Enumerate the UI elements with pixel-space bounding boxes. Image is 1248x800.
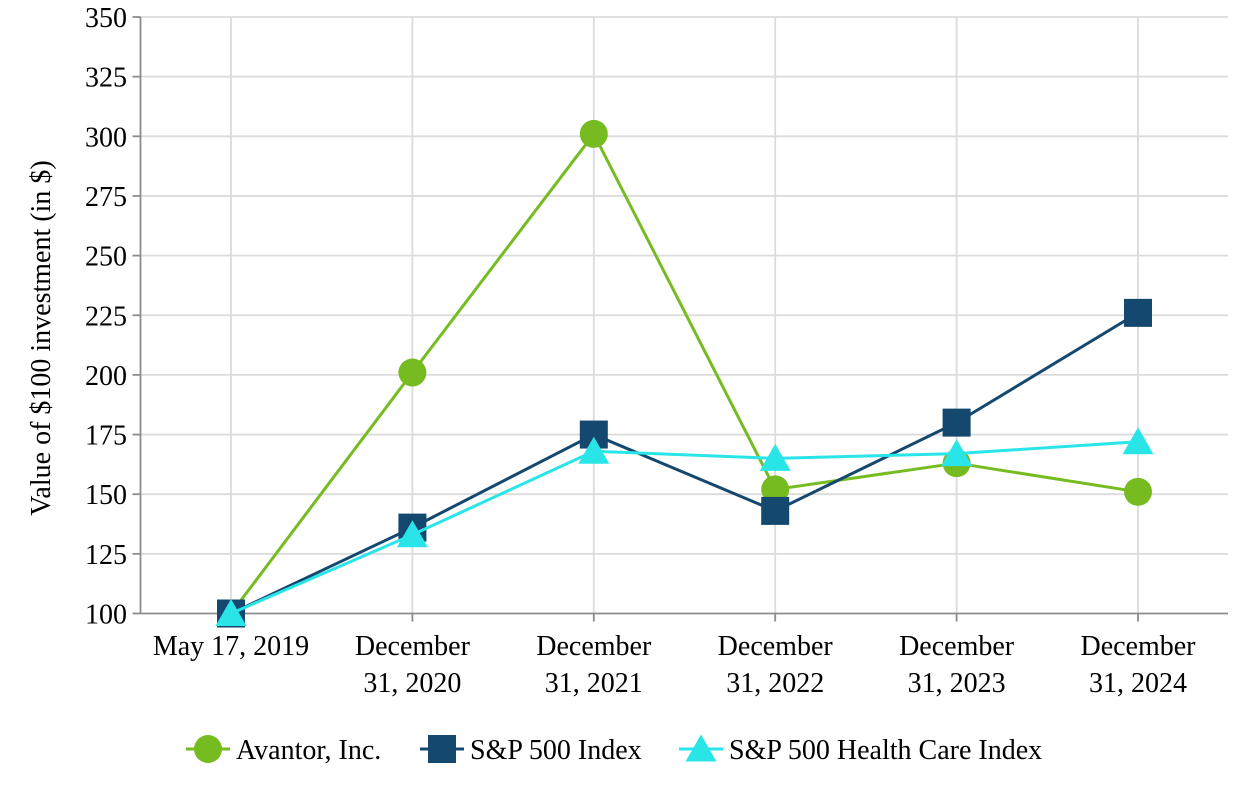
legend-label: S&P 500 Index xyxy=(470,735,642,766)
x-tick-label: December 31, 2022 xyxy=(718,631,834,699)
data-point-marker xyxy=(215,599,247,626)
legend-circle-marker xyxy=(194,735,222,763)
data-point-marker xyxy=(941,439,973,467)
x-tick-labels: May 17, 2019 December 31, 2020 December 31, … xyxy=(153,631,1196,699)
x-tick-label: May 17, 2019 xyxy=(153,631,309,662)
x-tick-label: December 31, 2024 xyxy=(1080,631,1196,699)
series-line xyxy=(229,311,1140,615)
x-tick-label-line: 31, 2021 xyxy=(545,668,643,699)
y-tick-labels: 100 125 150 175 200 225 250 275 300 325 350 xyxy=(85,3,127,631)
y-tick-label: 125 xyxy=(85,540,127,571)
legend-triangle-marker xyxy=(685,734,717,762)
series-line xyxy=(229,132,1140,615)
data-point-marker xyxy=(1122,427,1154,455)
series-line xyxy=(229,440,1140,615)
legend-item: S&P 500 Health Care Index xyxy=(679,734,1042,766)
legend: Avantor, Inc. S&P 500 Index S&P 500 Health… xyxy=(186,734,1042,766)
legend-label: S&P 500 Health Care Index xyxy=(729,735,1042,766)
y-tick-label: 100 xyxy=(85,600,127,631)
x-tick-label: December 31, 2020 xyxy=(355,631,471,699)
x-tick-label-line: December xyxy=(536,631,652,662)
data-point-marker xyxy=(578,436,610,464)
data-point-marker xyxy=(1124,298,1152,327)
legend-label: Avantor, Inc. xyxy=(236,735,381,766)
axes xyxy=(132,16,1228,622)
gridlines xyxy=(140,16,1228,614)
x-tick-label-line: 31, 2024 xyxy=(1089,668,1187,699)
data-point-marker xyxy=(761,475,790,504)
data-point-marker xyxy=(942,408,971,437)
x-tick-label-line: 31, 2020 xyxy=(363,668,461,699)
x-tick-label-line: December xyxy=(1080,631,1196,662)
y-tick-label: 325 xyxy=(85,63,127,94)
x-tick-label-line: May 17, 2019 xyxy=(153,631,309,662)
y-tick-label: 225 xyxy=(85,301,127,332)
data-point-marker xyxy=(1124,477,1152,506)
y-tick-label: 250 xyxy=(85,242,127,273)
x-tick-label: December 31, 2023 xyxy=(899,631,1015,699)
x-tick-label-line: December xyxy=(899,631,1015,662)
x-tick-label-line: December xyxy=(355,631,471,662)
data-point-marker xyxy=(761,496,790,525)
series-square xyxy=(217,298,1152,628)
data-point-marker xyxy=(396,520,428,548)
y-tick-label: 350 xyxy=(85,3,127,34)
data-point-marker xyxy=(759,443,791,471)
x-tick-label-line: December xyxy=(718,631,834,662)
x-tick-label: December 31, 2021 xyxy=(536,631,652,699)
x-tick-label-line: 31, 2022 xyxy=(726,668,824,699)
y-tick-label: 275 xyxy=(85,182,127,213)
y-tick-label: 200 xyxy=(85,361,127,392)
data-point-marker xyxy=(579,119,608,148)
series-triangle xyxy=(215,427,1154,626)
y-tick-label: 300 xyxy=(85,122,127,153)
data-point-marker xyxy=(398,358,427,387)
y-tick-label: 150 xyxy=(85,480,127,511)
legend-square-marker xyxy=(428,735,456,763)
legend-item: S&P 500 Index xyxy=(420,735,642,766)
y-tick-label: 175 xyxy=(85,421,127,452)
x-tick-label-line: 31, 2023 xyxy=(908,668,1006,699)
legend-item: Avantor, Inc. xyxy=(186,735,381,766)
y-axis-title: Value of $100 investment (in $) xyxy=(26,160,57,515)
